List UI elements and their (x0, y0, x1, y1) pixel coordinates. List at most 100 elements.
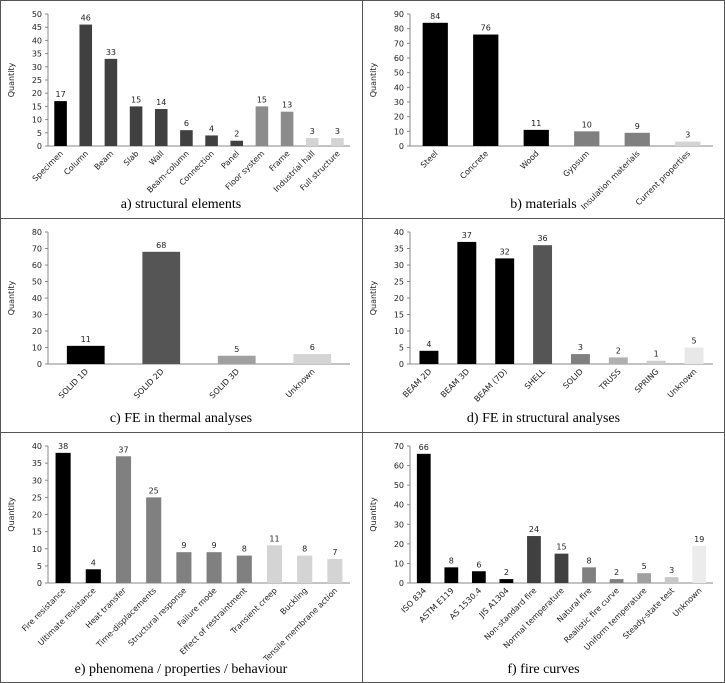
y-tick-label: 20 (394, 294, 404, 303)
y-tick-label: 70 (32, 245, 42, 254)
value-label: 84 (430, 12, 440, 21)
value-label: 25 (149, 486, 159, 495)
value-label: 5 (642, 562, 647, 571)
y-tick-label: 25 (394, 278, 404, 287)
y-tick-label: 70 (394, 39, 404, 48)
bar (533, 245, 553, 364)
bar (471, 571, 486, 583)
value-label: 4 (209, 124, 214, 133)
x-tick-label: SHELL (523, 367, 547, 391)
y-tick-label: 15 (394, 311, 404, 320)
x-tick-label: Unknown (671, 586, 704, 619)
y-tick-label: 0 (37, 142, 42, 151)
bar (85, 569, 101, 583)
value-label: 37 (118, 445, 128, 454)
x-tick-label: Wall (147, 149, 165, 167)
value-label: 5 (234, 345, 239, 354)
value-label: 6 (310, 343, 315, 352)
x-tick-label: Ultimate resistance (36, 586, 97, 647)
bar (570, 354, 590, 364)
y-tick-label: 20 (394, 113, 404, 122)
bar (180, 130, 193, 146)
y-tick-label: 0 (399, 360, 404, 369)
bar (473, 34, 499, 146)
x-tick-label: Steady-state test (621, 586, 676, 641)
bar (66, 345, 105, 364)
caption: b) materials (510, 197, 576, 212)
value-label: 14 (156, 98, 166, 107)
bar (692, 545, 707, 583)
y-tick-label: 50 (394, 481, 404, 490)
bar (266, 545, 283, 583)
y-tick-label: 10 (394, 127, 404, 136)
value-label: 11 (81, 335, 91, 344)
y-tick-label: 45 (32, 23, 42, 32)
y-tick-label: 10 (32, 116, 42, 125)
y-tick-label: 10 (32, 344, 42, 353)
y-tick-label: 50 (32, 278, 42, 287)
bar (146, 497, 162, 583)
y-tick-label: 60 (394, 462, 404, 471)
x-tick-label: BEAM (7D) (472, 367, 509, 404)
y-tick-label: 10 (32, 545, 42, 554)
y-tick-label: 40 (394, 501, 404, 510)
value-label: 7 (332, 548, 337, 557)
x-tick-label: Gypsum (561, 149, 591, 179)
y-axis-label: Quantity (369, 62, 378, 97)
y-tick-label: 40 (394, 228, 404, 237)
y-tick-label: 20 (32, 327, 42, 336)
y-tick-label: 5 (37, 562, 42, 571)
x-tick-label: Unknown (284, 367, 317, 400)
value-label: 9 (181, 541, 186, 550)
value-label: 38 (58, 442, 68, 451)
x-tick-label: Specimen (31, 149, 65, 183)
value-label: 8 (302, 545, 307, 554)
x-tick-label: Panel (220, 149, 242, 171)
value-label: 9 (212, 541, 217, 550)
value-label: 36 (537, 234, 547, 243)
value-label: 15 (556, 543, 566, 552)
caption: a) structural elements (121, 197, 242, 212)
y-tick-label: 90 (394, 10, 404, 19)
y-tick-label: 0 (37, 360, 42, 369)
bar (637, 573, 652, 583)
caption: d) FE in structural analyses (467, 411, 620, 426)
bar (457, 241, 477, 364)
bar (297, 555, 313, 583)
bar (444, 567, 459, 583)
y-tick-label: 30 (32, 63, 42, 72)
x-tick-label: SOLID 1D (57, 367, 90, 400)
bar (129, 106, 143, 146)
value-label: 66 (419, 443, 429, 452)
x-tick-label: SOLID 2D (132, 367, 165, 400)
y-tick-label: 15 (32, 528, 42, 537)
y-axis-label: Quantity (7, 280, 16, 315)
x-tick-label: Non-standard fire (483, 586, 539, 642)
y-tick-label: 60 (32, 261, 42, 270)
y-tick-label: 0 (37, 579, 42, 588)
y-axis-label: Quantity (369, 497, 378, 532)
y-axis-label: Quantity (7, 62, 16, 97)
bar (54, 101, 67, 146)
y-tick-label: 80 (32, 228, 42, 237)
bar (675, 141, 701, 146)
value-label: 3 (310, 127, 315, 136)
value-label: 11 (269, 534, 279, 543)
value-label: 17 (55, 90, 65, 99)
x-tick-label: Slab (122, 149, 141, 168)
value-label: 46 (81, 14, 91, 23)
bar (305, 138, 319, 146)
y-tick-label: 50 (32, 10, 42, 19)
value-label: 24 (529, 525, 539, 534)
bar (499, 579, 514, 583)
value-label: 3 (578, 343, 583, 352)
y-tick-label: 0 (399, 142, 404, 151)
y-tick-label: 30 (394, 261, 404, 270)
value-label: 1 (654, 350, 659, 359)
value-label: 6 (184, 119, 189, 128)
y-tick-label: 40 (394, 83, 404, 92)
bar (154, 109, 168, 146)
y-tick-label: 15 (32, 102, 42, 111)
bar (206, 552, 222, 583)
value-label: 33 (106, 48, 116, 57)
